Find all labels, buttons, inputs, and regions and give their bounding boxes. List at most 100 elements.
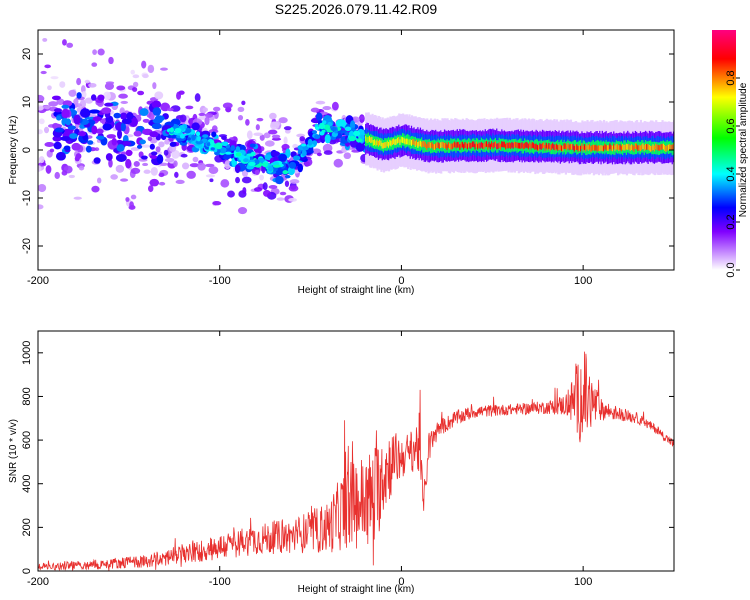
spectrogram-cell <box>292 155 301 161</box>
spectrogram-cell <box>435 143 438 150</box>
spectrogram-cell <box>45 165 52 174</box>
spectrogram-cell <box>87 140 94 145</box>
spectrogram-cell <box>67 125 76 130</box>
spectrogram-cell <box>345 132 350 136</box>
spectrogram-cell <box>555 143 559 150</box>
spectrogram-cell <box>491 141 494 148</box>
spectrogram-cell <box>133 130 142 137</box>
spectrogram-cell <box>263 132 271 139</box>
spectrogram-cell <box>558 144 561 150</box>
spectrogram-cell <box>101 107 112 114</box>
spectrogram-cell <box>44 141 55 147</box>
spectrogram-cell <box>151 100 162 109</box>
spectrogram-cell <box>344 126 352 132</box>
spectrogram-cell <box>73 114 81 125</box>
spectrogram-cell <box>283 126 292 131</box>
spectrogram-cell <box>289 179 300 184</box>
spectrogram-cell <box>478 142 481 149</box>
spectrogram-cell <box>395 138 398 145</box>
spectrogram-cell <box>194 93 201 102</box>
spectrogram-cell <box>638 144 641 151</box>
spectrogram-cell <box>417 142 420 148</box>
spectrogram-cell <box>531 142 534 148</box>
spectrogram-cell <box>150 151 158 156</box>
spectrogram-cell <box>105 81 115 85</box>
spectrogram-cell <box>541 142 545 149</box>
spectrogram-cell <box>380 140 383 147</box>
spectrogram-cell <box>69 133 78 139</box>
spectrogram-cell <box>428 141 431 148</box>
spectrogram-cell <box>605 144 608 151</box>
spectrogram-cell <box>393 138 396 145</box>
spectrogram-cell <box>253 187 263 192</box>
spectrogram-cell <box>552 142 555 149</box>
spectrogram-cell <box>222 102 233 109</box>
spectrogram-y-tick-label: -10 <box>21 190 33 206</box>
spectrogram-cell <box>264 140 275 147</box>
spectrogram-cell <box>250 151 256 156</box>
spectrogram-cell <box>195 131 201 137</box>
snr-y-tick-label: 800 <box>21 387 33 405</box>
spectrogram-cell <box>166 107 174 112</box>
spectrogram-cell <box>527 143 531 150</box>
spectrogram-cell <box>468 141 471 148</box>
spectrogram-cell <box>192 156 199 163</box>
spectrogram-cell <box>470 142 473 149</box>
spectrogram-cell <box>118 93 128 99</box>
spectrogram-cell <box>525 141 528 148</box>
spectrogram-cell <box>418 140 421 147</box>
spectrogram-cell <box>599 145 602 152</box>
spectrogram-cell <box>563 143 566 150</box>
spectrogram-cell <box>56 98 65 105</box>
spectrogram-cell <box>254 169 260 176</box>
spectrogram-cell <box>454 141 457 148</box>
spectrogram-cell <box>544 144 547 151</box>
spectrogram-cell <box>104 102 114 107</box>
spectrogram-cell <box>71 142 81 151</box>
spectrogram-cell <box>202 134 209 138</box>
spectrogram-cell <box>333 158 344 168</box>
spectrogram-cell <box>400 136 403 143</box>
spectrogram-cell <box>113 112 121 119</box>
spectrogram-cell <box>324 134 331 144</box>
spectrogram-cell <box>210 139 215 147</box>
spectrogram-cell <box>126 112 134 120</box>
spectrogram-cell <box>498 142 501 149</box>
spectrogram-cell <box>255 124 260 131</box>
spectrogram-cell <box>469 142 472 149</box>
spectrogram-cell <box>330 126 337 132</box>
spectrogram-cell <box>237 106 245 112</box>
spectrogram-cell <box>54 127 65 133</box>
spectrogram-cell <box>449 143 452 150</box>
spectrogram-cell <box>609 143 612 150</box>
spectrogram-cell <box>399 139 402 146</box>
spectrogram-cell <box>40 70 47 75</box>
spectrogram-cell <box>529 141 532 148</box>
spectrogram-cell <box>423 141 426 147</box>
spectrogram-cell <box>628 143 631 150</box>
spectrogram-cell <box>121 118 132 125</box>
spectrogram-cell <box>596 145 599 152</box>
spectrogram-cell <box>614 145 617 152</box>
spectrogram-cell <box>441 141 444 148</box>
spectrogram-cell <box>221 141 229 146</box>
spectrogram-y-tick-label: 20 <box>21 48 33 60</box>
spectrogram-cell <box>202 107 208 112</box>
spectrogram-cell <box>661 143 664 150</box>
spectrogram-cell <box>53 108 63 113</box>
spectrogram-cell <box>315 112 323 121</box>
spectrogram-cell <box>55 151 66 161</box>
spectrogram-cell <box>475 141 478 148</box>
spectrogram-cell <box>139 139 146 145</box>
spectrogram-cell <box>49 148 55 153</box>
spectrogram-cell <box>97 48 105 56</box>
spectrogram-cell <box>496 143 499 150</box>
snr-y-label: SNR (10 * v/v) <box>8 419 19 483</box>
spectrogram-cell <box>197 162 206 171</box>
spectrogram-cell <box>288 197 297 202</box>
spectrogram-cell <box>652 144 655 151</box>
spectrogram-cell <box>494 141 498 148</box>
spectrogram-cell <box>408 139 411 146</box>
snr-y-ticks: 0 200 400 600 800 1000 <box>21 341 674 574</box>
